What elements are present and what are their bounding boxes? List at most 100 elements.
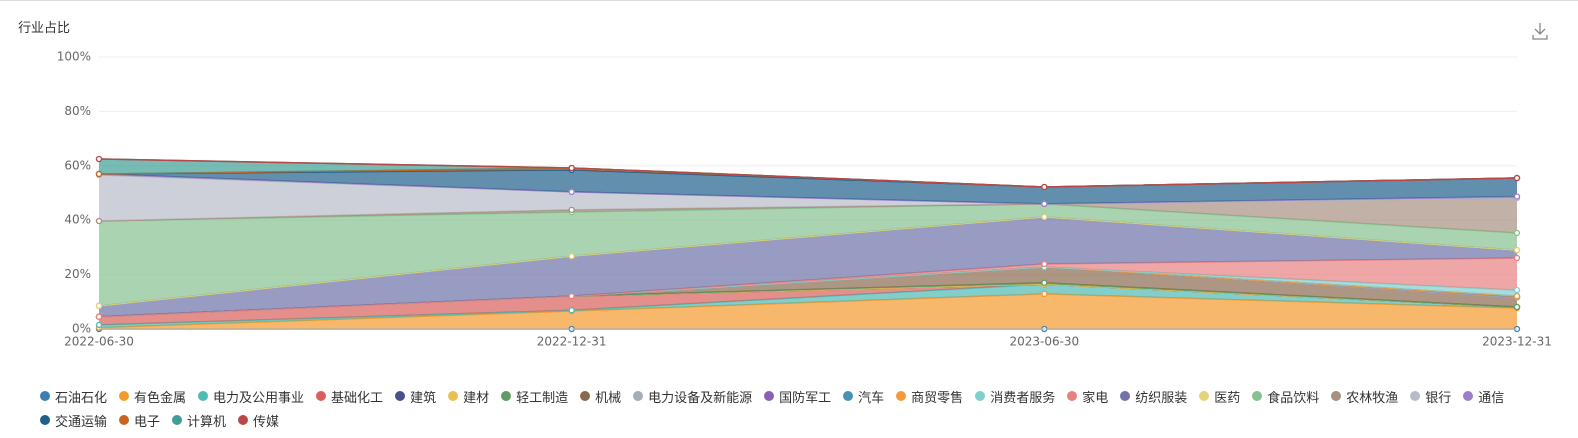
legend-swatch xyxy=(1410,391,1421,401)
legend-item[interactable]: 基础化工 xyxy=(316,386,383,406)
legend-label: 建材 xyxy=(463,390,490,406)
legend-label: 商贸零售 xyxy=(911,390,964,406)
legend-swatch xyxy=(1252,391,1263,401)
x-tick-label: 2023-12-31 xyxy=(1482,335,1552,349)
point xyxy=(95,313,103,320)
x-tick-label: 2023-06-30 xyxy=(1009,335,1079,349)
legend-swatch xyxy=(1199,391,1210,401)
legend-item[interactable]: 汽车 xyxy=(843,386,884,406)
point xyxy=(95,217,103,225)
point xyxy=(1041,200,1048,208)
point xyxy=(1513,292,1521,300)
legend-swatch xyxy=(633,391,644,401)
legend-item[interactable]: 传媒 xyxy=(238,410,279,430)
legend-swatch xyxy=(580,391,591,401)
area xyxy=(99,203,1517,306)
download-icon[interactable] xyxy=(1532,23,1548,40)
legend-swatch xyxy=(40,391,50,401)
legend-label: 家电 xyxy=(1082,390,1109,406)
y-tick-label: 0% xyxy=(72,322,91,336)
point xyxy=(568,188,575,196)
area-line xyxy=(98,158,1518,188)
legend-label: 传媒 xyxy=(253,414,280,430)
y-tick-label: 40% xyxy=(64,213,91,227)
legend-label: 电力设备及新能源 xyxy=(648,390,753,406)
point xyxy=(1041,260,1048,268)
legend-item[interactable]: 建材 xyxy=(448,386,489,406)
y-tick-label: 20% xyxy=(64,267,91,281)
point xyxy=(568,252,575,260)
legend-item[interactable]: 计算机 xyxy=(172,410,226,430)
point xyxy=(95,170,103,178)
legend-item[interactable]: 电子 xyxy=(119,410,160,430)
legend-label: 有色金属 xyxy=(134,390,187,406)
legend-swatch xyxy=(238,415,249,425)
point xyxy=(1041,290,1048,298)
legend-item[interactable]: 石油石化 xyxy=(40,386,107,406)
point xyxy=(1513,229,1521,237)
area xyxy=(99,169,1517,204)
point xyxy=(95,321,103,329)
point xyxy=(1513,174,1521,182)
legend-swatch xyxy=(1463,391,1474,401)
y-tick-label: 80% xyxy=(64,104,91,118)
legend-item[interactable]: 农林牧渔 xyxy=(1331,386,1398,406)
point xyxy=(95,155,103,163)
legend-swatch xyxy=(764,391,775,401)
legend-item[interactable]: 纺织服装 xyxy=(1120,386,1187,406)
point xyxy=(1041,213,1048,221)
legend-item[interactable]: 交通运输 xyxy=(40,410,107,430)
legend-item[interactable]: 电力及公用事业 xyxy=(198,386,304,406)
point xyxy=(1041,183,1048,191)
legend-label: 医药 xyxy=(1214,390,1241,406)
legend-label: 交通运输 xyxy=(55,414,108,430)
legend-swatch xyxy=(975,391,986,401)
legend-swatch xyxy=(172,415,183,425)
legend-swatch xyxy=(40,415,50,425)
legend-item[interactable]: 食品饮料 xyxy=(1252,386,1319,406)
legend-item[interactable]: 消费者服务 xyxy=(975,386,1055,406)
legend-item[interactable]: 通信 xyxy=(1463,386,1504,406)
legend-item[interactable]: 医药 xyxy=(1199,386,1240,406)
legend-item[interactable]: 建筑 xyxy=(395,386,436,406)
point xyxy=(1513,246,1521,254)
y-tick-label: 60% xyxy=(64,158,91,172)
point xyxy=(1513,286,1521,294)
y-tick-label: 100% xyxy=(57,50,91,64)
legend-swatch xyxy=(1331,391,1342,401)
legend-item[interactable]: 机械 xyxy=(580,386,621,406)
legend-item[interactable]: 电力设备及新能源 xyxy=(633,386,752,406)
legend-item[interactable]: 轻工制造 xyxy=(501,386,568,406)
point xyxy=(568,206,575,214)
legend-item[interactable]: 商贸零售 xyxy=(896,386,963,406)
legend-swatch xyxy=(843,391,854,401)
legend-label: 通信 xyxy=(1478,390,1505,406)
legend-item[interactable]: 银行 xyxy=(1410,386,1451,406)
legend-item[interactable]: 有色金属 xyxy=(119,386,186,406)
area xyxy=(99,293,1517,329)
point xyxy=(1513,193,1521,200)
x-tick-label: 2022-06-30 xyxy=(64,335,134,349)
legend-swatch xyxy=(448,391,459,401)
point xyxy=(1041,279,1048,286)
legend: 石油石化 有色金属 电力及公用事业 基础化工 建筑 建材 轻工制造 机械 电力设备及新能源 国防军… xyxy=(40,386,1540,430)
legend-label: 机械 xyxy=(595,390,622,406)
point xyxy=(568,164,575,172)
legend-item[interactable]: 国防军工 xyxy=(764,386,831,406)
area xyxy=(99,258,1517,317)
legend-item[interactable]: 家电 xyxy=(1067,386,1108,406)
area xyxy=(99,216,1517,317)
legend-label: 石油石化 xyxy=(55,390,108,406)
download-glyph[interactable] xyxy=(1532,23,1548,40)
legend-label: 纺织服装 xyxy=(1135,390,1188,406)
point xyxy=(95,302,103,310)
legend-swatch xyxy=(1120,391,1131,401)
legend-label: 计算机 xyxy=(187,414,227,430)
legend-swatch xyxy=(1067,391,1078,401)
legend-swatch xyxy=(119,391,130,401)
area xyxy=(99,266,1517,317)
chart-title: 行业占比 xyxy=(18,21,71,36)
legend-label: 电力及公用事业 xyxy=(213,390,305,406)
legend-label: 建筑 xyxy=(410,390,437,406)
